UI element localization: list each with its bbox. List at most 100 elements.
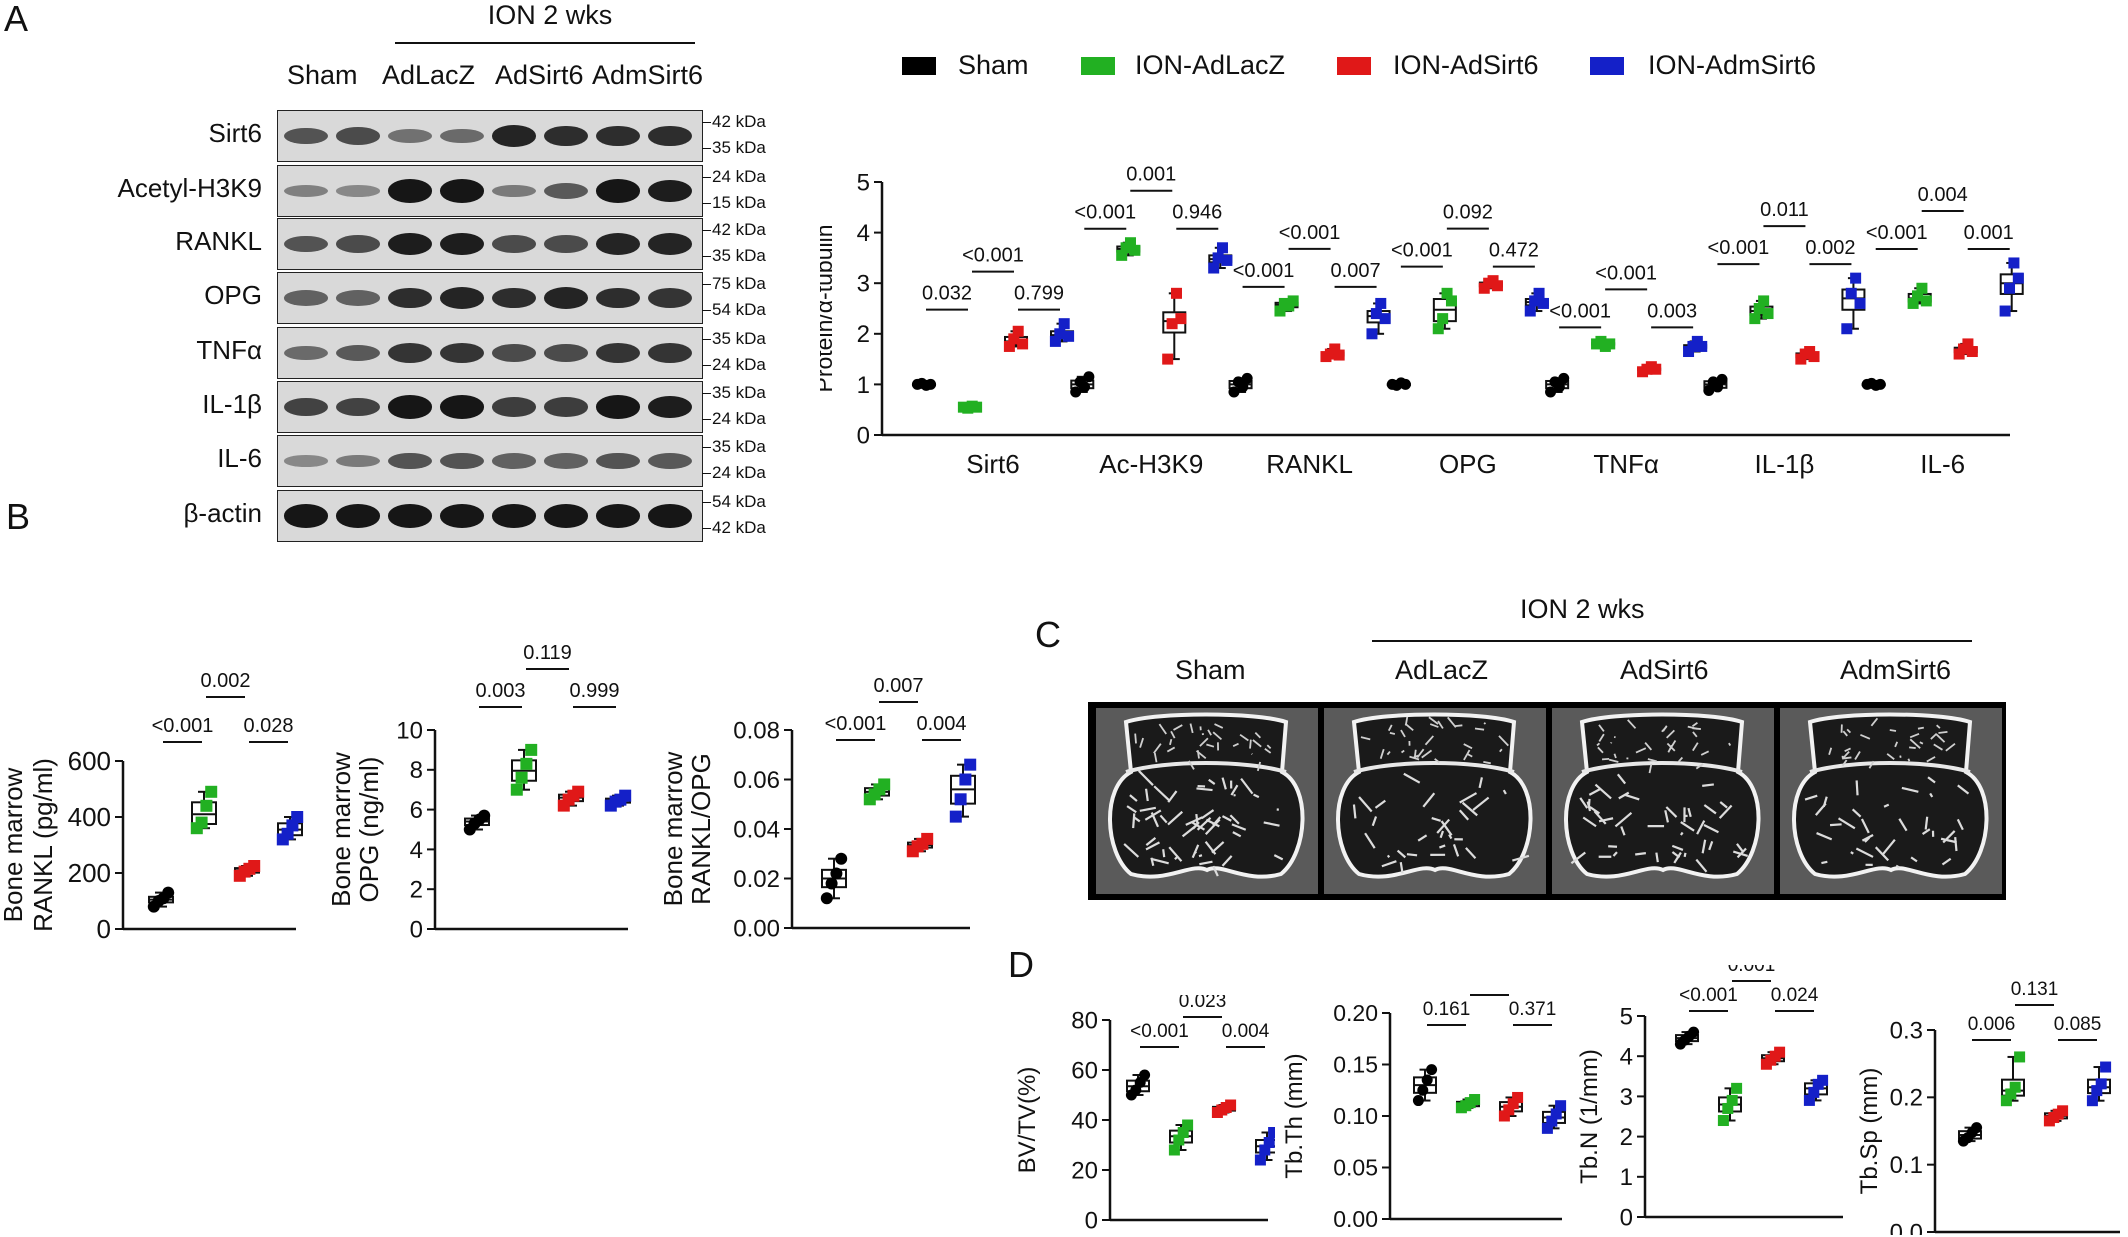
group-box (906, 832, 934, 858)
epiphysis-trabecula (1868, 760, 1875, 769)
trabecula (1822, 796, 1828, 808)
trabecula (1221, 815, 1232, 822)
data-point (2095, 1078, 2107, 1090)
kda-label: 35 kDa (712, 437, 766, 456)
epiphysis-trabecula (1447, 716, 1457, 728)
legend-swatch-ion-admsirt6 (1590, 57, 1624, 75)
legend-swatch-sham (902, 57, 936, 75)
y-tick-label: 0.10 (1333, 1103, 1378, 1129)
data-point (1417, 1084, 1429, 1096)
trabecula (1199, 860, 1213, 866)
blot-band (388, 343, 432, 363)
epiphysis-trabecula (1647, 758, 1657, 763)
blot-band (544, 344, 588, 362)
group-box (820, 852, 848, 905)
epiphysis-trabecula (1266, 744, 1272, 750)
blot-band (544, 287, 588, 309)
p-value-label: 0.007 (1331, 260, 1381, 282)
epiphysis-trabecula (1170, 730, 1176, 739)
data-point (2005, 1088, 2017, 1100)
trabecula (1921, 828, 1931, 836)
trabecula (1850, 851, 1854, 855)
epiphysis-trabecula (1846, 728, 1852, 734)
epiphysis-trabecula (1692, 731, 1698, 738)
bone-outline (1564, 712, 1761, 879)
blot-band (648, 504, 692, 528)
trabecula (1459, 792, 1478, 804)
trabecula (1719, 801, 1728, 809)
p-value-label: <0.001 (1391, 240, 1453, 262)
trabecula (1139, 806, 1157, 812)
bone-outline (1336, 712, 1533, 879)
data-point (1753, 303, 1765, 314)
blot-band (440, 232, 484, 256)
trabecula (1665, 806, 1678, 818)
trabecula (1624, 793, 1640, 801)
trabecula (1263, 821, 1280, 827)
data-point (1762, 308, 1774, 320)
trabecula (1145, 841, 1160, 851)
data-point (1503, 1104, 1515, 1116)
blot-band (336, 345, 380, 361)
p-value-label: 0.161 (1423, 999, 1471, 1020)
trabecula (1864, 836, 1871, 843)
epiphysis-trabecula (1400, 749, 1405, 754)
p-value-label: <0.001 (1595, 262, 1657, 284)
trabecula (1417, 834, 1428, 842)
data-point (1845, 287, 1857, 299)
trabecula (1616, 773, 1627, 785)
group-box (1412, 1064, 1438, 1107)
trabecula (1855, 780, 1859, 796)
trabecula (1461, 801, 1478, 817)
blot-band (596, 287, 640, 309)
trabecula (1129, 794, 1138, 802)
blot-band (544, 125, 588, 147)
blot-image (277, 490, 703, 542)
trabecula (1957, 784, 1970, 795)
trabecula (1439, 830, 1445, 839)
trabecula (1582, 816, 1597, 828)
blot-image (277, 435, 703, 487)
epiphysis-trabecula (1909, 738, 1921, 749)
data-point (825, 877, 838, 890)
epiphysis-trabecula (1598, 733, 1605, 742)
trabecula (1612, 851, 1618, 857)
trabecula (1458, 809, 1470, 821)
epiphysis-trabecula (1483, 761, 1491, 765)
trabecula (1589, 806, 1601, 815)
x-tick-label: IL-1β (1755, 449, 1815, 479)
data-point (1208, 262, 1220, 274)
p-value-label: <0.001 (1679, 985, 1738, 1006)
p-value-label: 0.024 (1771, 985, 1819, 1006)
y-axis-label: Bone marrow (660, 751, 688, 906)
trabecula (1598, 817, 1614, 823)
kda-tick (702, 177, 711, 178)
epiphysis-trabecula (1189, 723, 1194, 734)
y-tick-label: 0.0 (1890, 1219, 1923, 1235)
data-point (1370, 308, 1382, 320)
trabecula (1614, 811, 1633, 828)
trabecula (1167, 810, 1184, 826)
trabecula (1701, 839, 1707, 854)
epiphysis-trabecula (1935, 733, 1946, 743)
p-value-label: 0.085 (2054, 1014, 2102, 1035)
trabecula (1881, 838, 1896, 856)
data-point (949, 810, 962, 823)
y-tick-label: 0.08 (733, 717, 780, 744)
data-point (1254, 1154, 1266, 1166)
y-tick-label: 400 (68, 802, 111, 832)
epiphysis-trabecula (1409, 755, 1420, 761)
trabecula (1804, 794, 1818, 801)
data-point (195, 816, 208, 829)
blot-band (596, 343, 640, 363)
p-value-label: <0.001 (1708, 237, 1770, 259)
epiphysis-trabecula (1424, 735, 1434, 746)
trabecula (1679, 831, 1684, 836)
data-point (2008, 257, 2020, 269)
kda-label: 15 kDa (712, 193, 766, 212)
epiphysis-trabecula (1416, 748, 1425, 759)
epiphysis-trabecula (1828, 747, 1833, 755)
data-point (1491, 280, 1503, 292)
p-value-label: <0.001 (1279, 222, 1341, 244)
